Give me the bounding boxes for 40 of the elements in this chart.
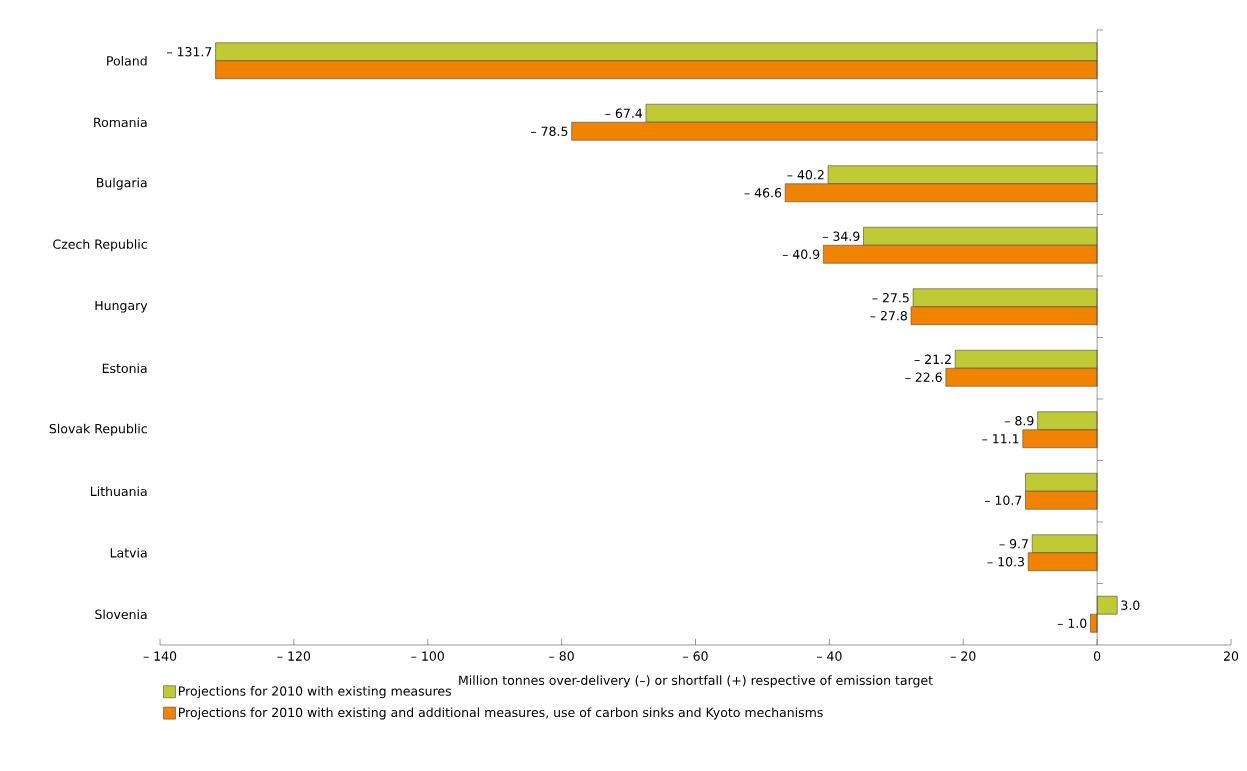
y-tick-label: Poland	[107, 55, 147, 66]
x-tick-label: – 20	[950, 651, 976, 661]
x-tick-label: – 60	[683, 651, 708, 661]
x-tick-label: 0	[1093, 651, 1101, 661]
data-label: – 10.7	[984, 495, 1022, 505]
data-label: – 40.2	[787, 170, 824, 180]
data-label: – 27.8	[870, 311, 907, 321]
legend-label: Projections for 2010 with existing and additional measures, use of carbon sinks and Kyoto mechanisms	[179, 707, 823, 720]
y-tick-label: Latvia	[110, 547, 147, 558]
data-label: – 11.1	[982, 434, 1019, 444]
data-label: – 34.9	[822, 231, 860, 241]
data-label: – 21.2	[914, 354, 951, 364]
data-label: – 27.5	[872, 293, 909, 303]
data-label: – 131.7	[166, 47, 212, 57]
x-tick-label: – 120	[277, 651, 311, 661]
x-tick-label: – 80	[549, 651, 574, 661]
x-tick-label: 20	[1223, 651, 1239, 661]
data-label: – 46.6	[744, 188, 782, 198]
x-tick-label: – 40	[816, 651, 842, 661]
data-label: – 78.5	[531, 126, 568, 136]
data-label: – 9.7	[999, 539, 1028, 549]
y-tick-label: Romania	[94, 117, 147, 128]
data-label: – 1.0	[1057, 618, 1087, 628]
y-tick-label: Slovenia	[95, 609, 147, 620]
x-tick-label: – 140	[143, 651, 177, 661]
x-tick-label: – 100	[411, 651, 444, 661]
data-label: – 8.9	[1004, 416, 1034, 426]
data-label: – 10.3	[987, 557, 1024, 567]
data-label: – 40.9	[782, 249, 820, 259]
y-tick-label: Hungary	[95, 300, 148, 313]
y-tick-label: Slovak Republic	[49, 423, 147, 436]
data-label: 3.0	[1121, 600, 1140, 610]
y-tick-label: Estonia	[102, 363, 147, 374]
y-tick-label: Lithuania	[90, 486, 147, 497]
data-label: – 67.4	[605, 108, 643, 118]
x-axis-title: Million tonnes over-delivery (–) or shortfall (+) respective of emission target	[459, 675, 933, 688]
y-tick-label: Bulgaria	[97, 177, 147, 190]
y-tick-label: Czech Republic	[53, 239, 147, 252]
data-label: – 22.6	[905, 372, 942, 382]
legend-label: Projections for 2010 with existing measures	[179, 686, 452, 699]
